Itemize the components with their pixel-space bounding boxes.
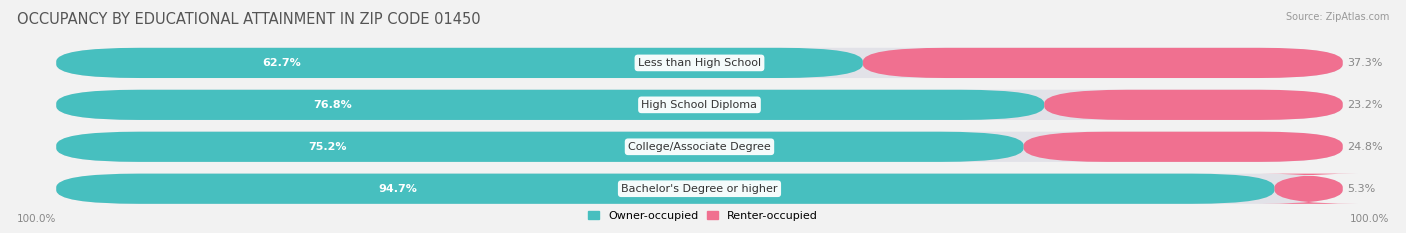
Text: 100.0%: 100.0% [17, 214, 56, 224]
Text: Bachelor's Degree or higher: Bachelor's Degree or higher [621, 184, 778, 194]
Text: 94.7%: 94.7% [378, 184, 416, 194]
Text: OCCUPANCY BY EDUCATIONAL ATTAINMENT IN ZIP CODE 01450: OCCUPANCY BY EDUCATIONAL ATTAINMENT IN Z… [17, 12, 481, 27]
Text: 76.8%: 76.8% [314, 100, 353, 110]
FancyBboxPatch shape [1260, 174, 1357, 204]
Text: College/Associate Degree: College/Associate Degree [628, 142, 770, 152]
FancyBboxPatch shape [1024, 132, 1343, 162]
Text: 24.8%: 24.8% [1347, 142, 1382, 152]
Legend: Owner-occupied, Renter-occupied: Owner-occupied, Renter-occupied [583, 206, 823, 225]
FancyBboxPatch shape [56, 132, 1343, 162]
Text: 5.3%: 5.3% [1347, 184, 1375, 194]
Text: 75.2%: 75.2% [308, 142, 346, 152]
Text: 100.0%: 100.0% [1350, 214, 1389, 224]
Text: Less than High School: Less than High School [638, 58, 761, 68]
FancyBboxPatch shape [1045, 90, 1343, 120]
Text: 37.3%: 37.3% [1347, 58, 1382, 68]
FancyBboxPatch shape [56, 132, 1024, 162]
Text: High School Diploma: High School Diploma [641, 100, 758, 110]
FancyBboxPatch shape [56, 48, 863, 78]
Text: 62.7%: 62.7% [263, 58, 301, 68]
FancyBboxPatch shape [56, 174, 1275, 204]
FancyBboxPatch shape [56, 174, 1343, 204]
Text: Source: ZipAtlas.com: Source: ZipAtlas.com [1285, 12, 1389, 22]
Text: 23.2%: 23.2% [1347, 100, 1382, 110]
FancyBboxPatch shape [56, 90, 1343, 120]
FancyBboxPatch shape [863, 48, 1343, 78]
FancyBboxPatch shape [56, 90, 1045, 120]
FancyBboxPatch shape [56, 48, 1343, 78]
